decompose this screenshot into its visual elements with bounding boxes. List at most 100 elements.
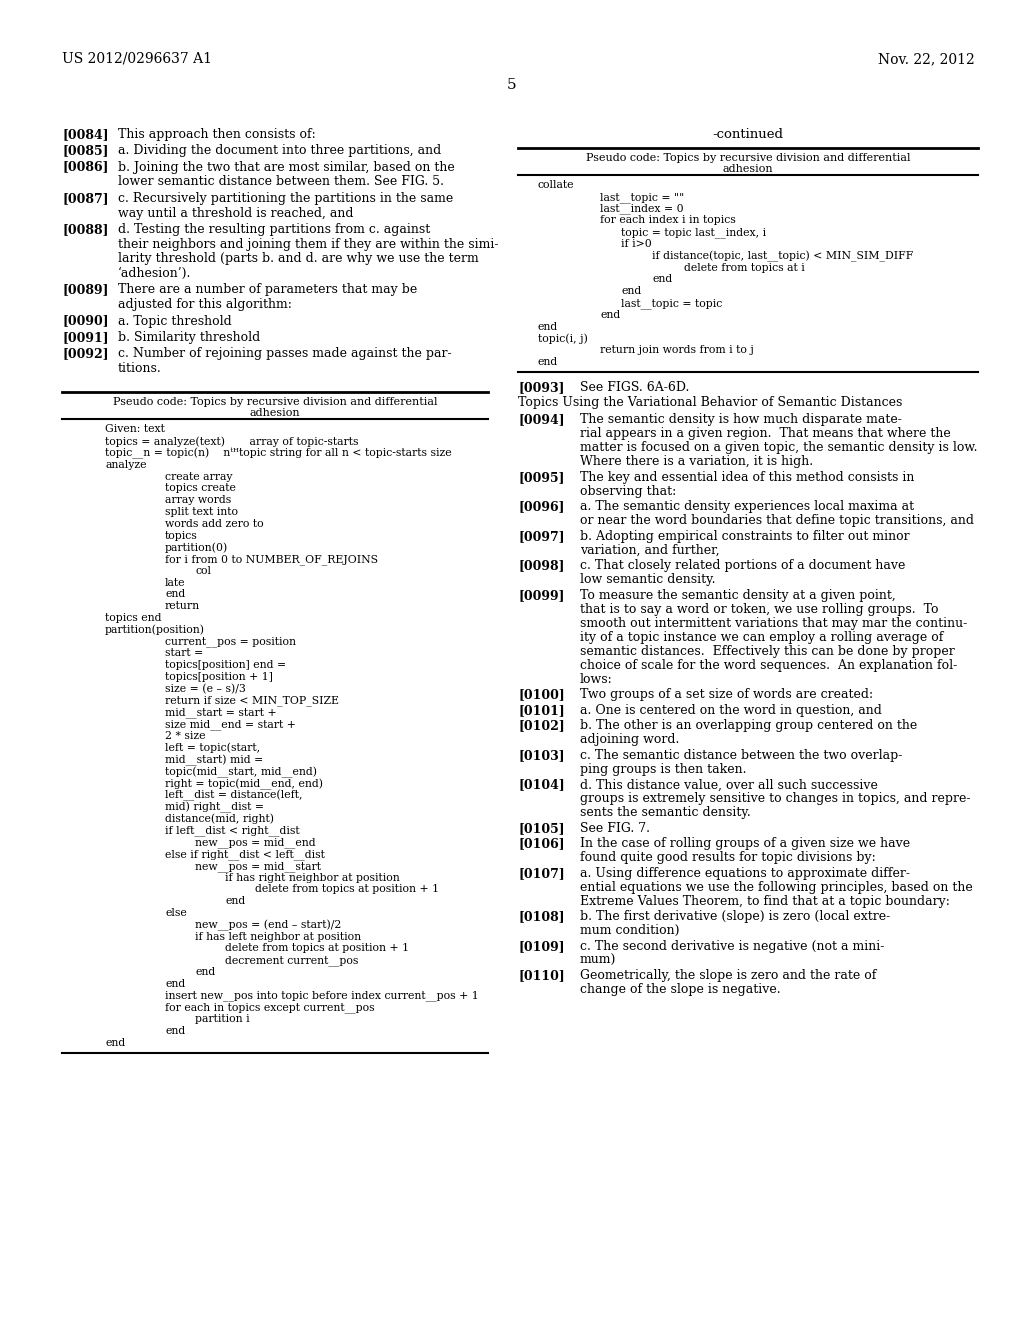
- Text: a. Using difference equations to approximate differ-: a. Using difference equations to approxi…: [580, 867, 910, 880]
- Text: topic__n = topic(n)    nᵗᴴtopic string for all n < topic-starts size: topic__n = topic(n) nᵗᴴtopic string for …: [105, 447, 452, 459]
- Text: The key and essential idea of this method consists in: The key and essential idea of this metho…: [580, 471, 914, 484]
- Text: [0094]: [0094]: [518, 413, 564, 426]
- Text: for each in topics except current__pos: for each in topics except current__pos: [165, 1002, 375, 1014]
- Text: adhesion: adhesion: [250, 408, 300, 418]
- Text: ential equations we use the following principles, based on the: ential equations we use the following pr…: [580, 880, 973, 894]
- Text: adhesion: adhesion: [723, 164, 773, 174]
- Text: if has right neighbor at position: if has right neighbor at position: [225, 873, 399, 883]
- Text: rial appears in a given region.  That means that where the: rial appears in a given region. That mea…: [580, 428, 950, 441]
- Text: topics: topics: [165, 531, 198, 540]
- Text: [0102]: [0102]: [518, 719, 565, 733]
- Text: low semantic density.: low semantic density.: [580, 573, 716, 586]
- Text: split text into: split text into: [165, 507, 238, 517]
- Text: mum condition): mum condition): [580, 924, 680, 937]
- Text: The semantic density is how much disparate mate-: The semantic density is how much dispara…: [580, 413, 902, 426]
- Text: words add zero to: words add zero to: [165, 519, 263, 529]
- Text: adjusted for this algorithm:: adjusted for this algorithm:: [118, 298, 292, 312]
- Text: There are a number of parameters that may be: There are a number of parameters that ma…: [118, 284, 417, 297]
- Text: topic(mid__start, mid__end): topic(mid__start, mid__end): [165, 767, 317, 777]
- Text: insert new__pos into topic before index current__pos + 1: insert new__pos into topic before index …: [165, 991, 479, 1002]
- Text: last__topic = "": last__topic = "": [600, 191, 685, 202]
- Text: change of the slope is negative.: change of the slope is negative.: [580, 983, 780, 997]
- Text: new__pos = mid__end: new__pos = mid__end: [195, 837, 315, 847]
- Text: b. The other is an overlapping group centered on the: b. The other is an overlapping group cen…: [580, 719, 918, 733]
- Text: size = (e – s)/3: size = (e – s)/3: [165, 684, 246, 694]
- Text: mum): mum): [580, 954, 616, 966]
- Text: last__index = 0: last__index = 0: [600, 203, 684, 214]
- Text: See FIGS. 6A-6D.: See FIGS. 6A-6D.: [580, 380, 689, 393]
- Text: [0104]: [0104]: [518, 779, 565, 791]
- Text: end: end: [652, 275, 673, 284]
- Text: partition i: partition i: [195, 1014, 250, 1024]
- Text: right = topic(mid__end, end): right = topic(mid__end, end): [165, 779, 323, 789]
- Text: a. Dividing the document into three partitions, and: a. Dividing the document into three part…: [118, 144, 441, 157]
- Text: [0103]: [0103]: [518, 748, 564, 762]
- Text: titions.: titions.: [118, 362, 162, 375]
- Text: adjoining word.: adjoining word.: [580, 734, 679, 746]
- Text: lower semantic distance between them. See FIG. 5.: lower semantic distance between them. Se…: [118, 176, 444, 189]
- Text: matter is focused on a given topic, the semantic density is low.: matter is focused on a given topic, the …: [580, 441, 978, 454]
- Text: Pseudo code: Topics by recursive division and differential: Pseudo code: Topics by recursive divisio…: [586, 153, 910, 162]
- Text: semantic distances.  Effectively this can be done by proper: semantic distances. Effectively this can…: [580, 644, 954, 657]
- Text: [0110]: [0110]: [518, 969, 565, 982]
- Text: c. Recursively partitioning the partitions in the same: c. Recursively partitioning the partitio…: [118, 191, 454, 205]
- Text: [0090]: [0090]: [62, 314, 109, 327]
- Text: if distance(topic, last__topic) < MIN_SIM_DIFF: if distance(topic, last__topic) < MIN_SI…: [652, 251, 913, 263]
- Text: This approach then consists of:: This approach then consists of:: [118, 128, 315, 141]
- Text: start =: start =: [165, 648, 203, 659]
- Text: smooth out intermittent variations that may mar the continu-: smooth out intermittent variations that …: [580, 616, 968, 630]
- Text: [0084]: [0084]: [62, 128, 109, 141]
- Text: groups is extremely sensitive to changes in topics, and repre-: groups is extremely sensitive to changes…: [580, 792, 971, 805]
- Text: Pseudo code: Topics by recursive division and differential: Pseudo code: Topics by recursive divisio…: [113, 397, 437, 408]
- Text: observing that:: observing that:: [580, 484, 676, 498]
- Text: b. The first derivative (slope) is zero (local extre-: b. The first derivative (slope) is zero …: [580, 911, 890, 923]
- Text: ping groups is then taken.: ping groups is then taken.: [580, 763, 746, 776]
- Text: To measure the semantic density at a given point,: To measure the semantic density at a giv…: [580, 589, 896, 602]
- Text: 2 * size: 2 * size: [165, 731, 206, 741]
- Text: partition(position): partition(position): [105, 624, 205, 635]
- Text: size mid__end = start +: size mid__end = start +: [165, 719, 296, 730]
- Text: collate: collate: [538, 180, 574, 190]
- Text: way until a threshold is reached, and: way until a threshold is reached, and: [118, 206, 353, 219]
- Text: mid__start) mid =: mid__start) mid =: [165, 755, 263, 766]
- Text: delete from topics at i: delete from topics at i: [684, 263, 804, 273]
- Text: return: return: [165, 602, 200, 611]
- Text: [0095]: [0095]: [518, 471, 564, 484]
- Text: topics create: topics create: [165, 483, 236, 494]
- Text: delete from topics at position + 1: delete from topics at position + 1: [225, 944, 410, 953]
- Text: c. That closely related portions of a document have: c. That closely related portions of a do…: [580, 560, 905, 573]
- Text: Where there is a variation, it is high.: Where there is a variation, it is high.: [580, 455, 813, 469]
- Text: [0105]: [0105]: [518, 822, 564, 834]
- Text: choice of scale for the word sequences.  An explanation fol-: choice of scale for the word sequences. …: [580, 659, 957, 672]
- Text: that is to say a word or token, we use rolling groups.  To: that is to say a word or token, we use r…: [580, 603, 939, 616]
- Text: for i from 0 to NUMBER_OF_REJOINS: for i from 0 to NUMBER_OF_REJOINS: [165, 554, 378, 565]
- Text: if left__dist < right__dist: if left__dist < right__dist: [165, 825, 300, 836]
- Text: late: late: [165, 578, 185, 587]
- Text: Nov. 22, 2012: Nov. 22, 2012: [879, 51, 975, 66]
- Text: end: end: [165, 590, 185, 599]
- Text: new__pos = (end – start)/2: new__pos = (end – start)/2: [195, 920, 341, 931]
- Text: Topics Using the Variational Behavior of Semantic Distances: Topics Using the Variational Behavior of…: [518, 396, 902, 409]
- Text: [0087]: [0087]: [62, 191, 109, 205]
- Text: a. One is centered on the word in question, and: a. One is centered on the word in questi…: [580, 704, 882, 717]
- Text: Extreme Values Theorem, to find that at a topic boundary:: Extreme Values Theorem, to find that at …: [580, 895, 950, 908]
- Text: [0108]: [0108]: [518, 911, 564, 923]
- Text: d. This distance value, over all such successive: d. This distance value, over all such su…: [580, 779, 878, 791]
- Text: [0101]: [0101]: [518, 704, 565, 717]
- Text: partition(0): partition(0): [165, 543, 228, 553]
- Text: analyze: analyze: [105, 459, 146, 470]
- Text: a. The semantic density experiences local maxima at: a. The semantic density experiences loca…: [580, 500, 914, 513]
- Text: -continued: -continued: [713, 128, 783, 141]
- Text: c. Number of rejoining passes made against the par-: c. Number of rejoining passes made again…: [118, 347, 452, 360]
- Text: [0109]: [0109]: [518, 940, 564, 953]
- Text: topic(i, j): topic(i, j): [538, 334, 588, 345]
- Text: end: end: [622, 286, 641, 296]
- Text: last__topic = topic: last__topic = topic: [622, 298, 723, 309]
- Text: [0089]: [0089]: [62, 284, 109, 297]
- Text: b. Joining the two that are most similar, based on the: b. Joining the two that are most similar…: [118, 161, 455, 174]
- Text: Geometrically, the slope is zero and the rate of: Geometrically, the slope is zero and the…: [580, 969, 877, 982]
- Text: [0097]: [0097]: [518, 529, 564, 543]
- Text: decrement current__pos: decrement current__pos: [225, 956, 358, 966]
- Text: array words: array words: [165, 495, 231, 506]
- Text: their neighbors and joining them if they are within the simi-: their neighbors and joining them if they…: [118, 238, 499, 251]
